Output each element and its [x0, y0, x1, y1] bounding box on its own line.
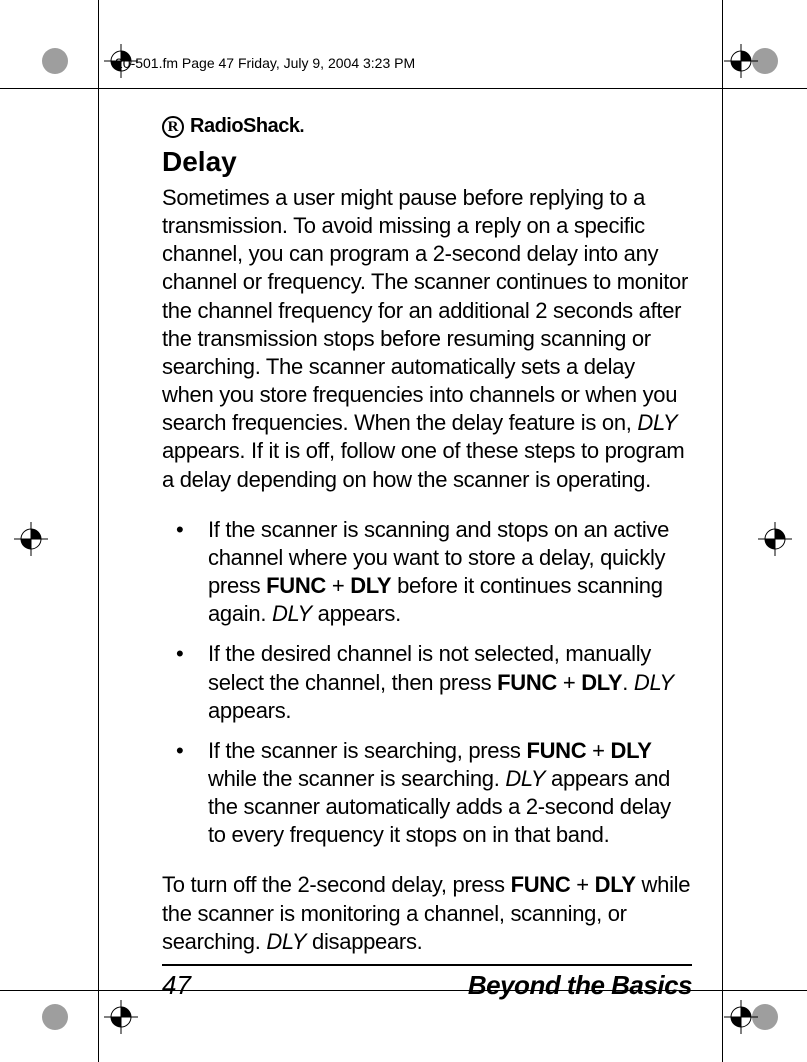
- registration-mark-icon: [758, 522, 792, 556]
- crop-line-top: [0, 88, 807, 89]
- header-crop-info: 20-501.fm Page 47 Friday, July 9, 2004 3…: [115, 55, 415, 71]
- closing-paragraph: To turn off the 2-second delay, press FU…: [162, 871, 692, 955]
- brand-r-icon: R: [162, 116, 184, 138]
- crop-line-right: [722, 0, 723, 1062]
- corner-circle-icon: [42, 48, 68, 74]
- registration-mark-icon: [724, 1000, 758, 1034]
- crop-line-left: [98, 0, 99, 1062]
- bullet-list: If the scanner is scanning and stops on …: [162, 516, 692, 850]
- list-item: If the scanner is scanning and stops on …: [162, 516, 692, 629]
- section-name: Beyond the Basics: [468, 970, 692, 1001]
- list-item: If the scanner is searching, press FUNC …: [162, 737, 692, 850]
- brand-logo: R RadioShack.: [162, 115, 692, 138]
- page-number: 47: [162, 970, 191, 1001]
- list-item: If the desired channel is not selected, …: [162, 640, 692, 724]
- corner-circle-icon: [42, 1004, 68, 1030]
- page-content: R RadioShack. Delay Sometimes a user mig…: [162, 115, 692, 1001]
- page-footer: 47 Beyond the Basics: [162, 964, 692, 1001]
- intro-paragraph: Sometimes a user might pause before repl…: [162, 184, 692, 494]
- registration-mark-icon: [104, 1000, 138, 1034]
- section-title: Delay: [162, 146, 692, 178]
- brand-name: RadioShack.: [190, 115, 304, 138]
- registration-mark-icon: [724, 44, 758, 78]
- registration-mark-icon: [14, 522, 48, 556]
